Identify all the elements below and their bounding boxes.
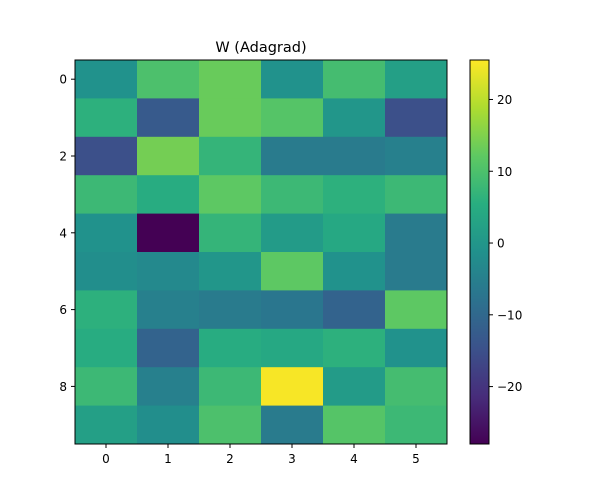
x-tick-label: 2 bbox=[226, 452, 234, 466]
heatmap-cell bbox=[137, 98, 200, 138]
heatmap-cell bbox=[199, 367, 262, 407]
y-tick-label: 0 bbox=[59, 73, 67, 87]
heatmap-cell bbox=[199, 136, 262, 176]
heatmap-cell bbox=[199, 98, 262, 138]
heatmap-cell bbox=[75, 60, 138, 99]
heatmap-cell bbox=[323, 213, 386, 253]
heatmap-cell bbox=[385, 213, 448, 253]
heatmap-cell bbox=[385, 405, 448, 445]
heatmap-cell bbox=[137, 213, 200, 253]
x-tick-label: 5 bbox=[412, 452, 420, 466]
colorbar-tick-label: 10 bbox=[497, 165, 512, 179]
heatmap-cell bbox=[323, 328, 386, 368]
colorbar-tick-label: −10 bbox=[497, 308, 522, 322]
heatmap-cell bbox=[75, 252, 138, 291]
colorbar-tick-label: 0 bbox=[497, 237, 505, 251]
heatmap-cell bbox=[137, 405, 200, 445]
heatmap-cell bbox=[385, 175, 448, 215]
heatmap-cell bbox=[75, 175, 138, 215]
chart-title: W (Adagrad) bbox=[215, 40, 306, 56]
x-tick-label: 0 bbox=[102, 452, 110, 466]
heatmap-cell bbox=[75, 136, 138, 176]
colorbar-axis: 20 10 0 −10 −20 bbox=[489, 93, 522, 394]
heatmap-cell bbox=[75, 290, 138, 330]
heatmap-cell bbox=[385, 290, 448, 330]
heatmap-cell bbox=[75, 328, 138, 368]
heatmap-cell bbox=[323, 405, 386, 445]
y-tick-label: 4 bbox=[59, 226, 67, 240]
x-tick-label: 4 bbox=[350, 452, 358, 466]
heatmap-cell bbox=[261, 367, 324, 407]
y-tick-label: 2 bbox=[59, 150, 67, 164]
heatmap-cell bbox=[261, 290, 324, 330]
heatmap-cell bbox=[323, 60, 386, 99]
heatmap-cell bbox=[137, 60, 200, 99]
heatmap-cell bbox=[261, 98, 324, 138]
heatmap-cell bbox=[199, 328, 262, 368]
heatmap-cell bbox=[199, 213, 262, 253]
plot-frame bbox=[74, 59, 448, 445]
heatmap-cell bbox=[323, 367, 386, 407]
x-axis: 0 1 2 3 4 5 bbox=[102, 444, 420, 466]
heatmap-cell bbox=[137, 175, 200, 215]
heatmap-cell bbox=[75, 367, 138, 407]
heatmap-cell bbox=[75, 98, 138, 138]
heatmap-cell bbox=[199, 405, 262, 445]
heatmap-cell bbox=[385, 328, 448, 368]
heatmap-cell bbox=[137, 136, 200, 176]
heatmap-cell bbox=[261, 328, 324, 368]
y-axis: 0 2 4 6 8 bbox=[59, 73, 75, 394]
heatmap-cell bbox=[261, 175, 324, 215]
heatmap-cell bbox=[261, 252, 324, 291]
heatmap-cell bbox=[137, 290, 200, 330]
heatmap-cell bbox=[137, 328, 200, 368]
heatmap-cell bbox=[385, 60, 448, 99]
heatmap-cell bbox=[199, 175, 262, 215]
heatmap-cell bbox=[261, 213, 324, 253]
heatmap-cell bbox=[261, 60, 324, 99]
heatmap-cell bbox=[137, 367, 200, 407]
colorbar-tick-label: 20 bbox=[497, 93, 512, 107]
heatmap-cell bbox=[199, 252, 262, 291]
colorbar-tick-label: −20 bbox=[497, 380, 522, 394]
heatmap-cell bbox=[323, 252, 386, 291]
heatmap-cell bbox=[323, 98, 386, 138]
y-tick-label: 8 bbox=[59, 380, 67, 394]
y-tick-label: 6 bbox=[59, 303, 67, 317]
colorbar bbox=[469, 59, 490, 445]
heatmap-cell bbox=[137, 252, 200, 291]
heatmap-cell bbox=[199, 290, 262, 330]
heatmap-cell bbox=[385, 367, 448, 407]
heatmap-cell bbox=[323, 136, 386, 176]
heatmap-cell bbox=[385, 98, 448, 138]
heatmap-cell bbox=[75, 213, 138, 253]
heatmap-cell bbox=[75, 405, 138, 445]
x-tick-label: 1 bbox=[164, 452, 172, 466]
heatmap-cell bbox=[261, 136, 324, 176]
heatmap-cell bbox=[385, 252, 448, 291]
heatmap-cell bbox=[323, 290, 386, 330]
heatmap-cells bbox=[75, 60, 448, 445]
heatmap-cell bbox=[385, 136, 448, 176]
heatmap-cell bbox=[261, 405, 324, 445]
x-tick-label: 3 bbox=[288, 452, 296, 466]
heatmap-cell bbox=[323, 175, 386, 215]
heatmap-cell bbox=[199, 60, 262, 99]
